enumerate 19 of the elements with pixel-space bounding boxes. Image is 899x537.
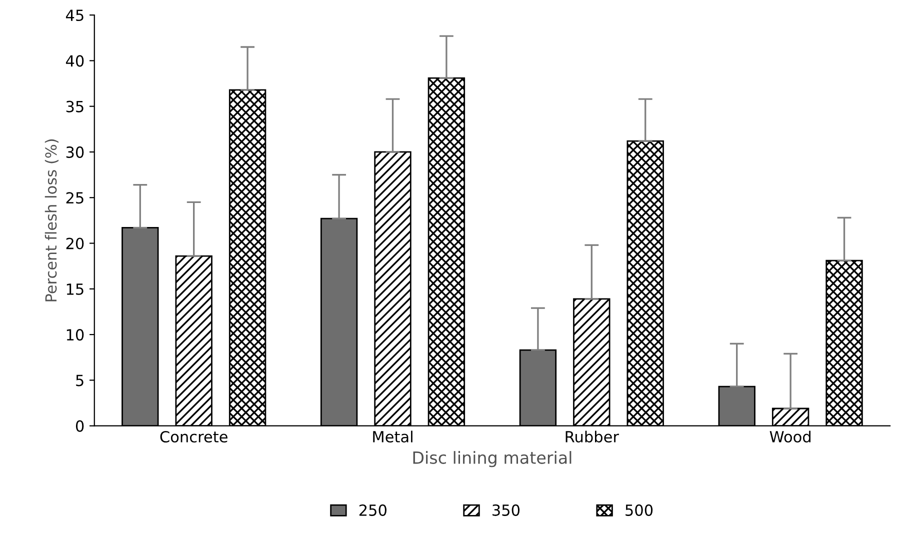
x-axis-title: Disc lining material [413, 451, 572, 468]
x-tick-label: Metal [373, 430, 412, 443]
y-tick-label: 25 [66, 192, 84, 204]
y-tick-label: 30 [66, 146, 84, 158]
legend-label: 500 [626, 504, 653, 516]
y-tick-label: 35 [66, 100, 84, 112]
y-tick-label: 45 [66, 10, 84, 22]
y-tick-label: 10 [66, 329, 84, 341]
x-tick-label: Rubber [566, 430, 619, 443]
y-tick-label: 40 [66, 55, 84, 67]
y-tick-label: 5 [76, 374, 84, 386]
legend-label: 250 [359, 504, 386, 516]
y-tick-label: 20 [66, 238, 84, 250]
x-tick-label: Concrete [160, 430, 228, 443]
y-tick-label: 15 [66, 284, 84, 295]
legend-label: 350 [492, 504, 520, 516]
x-tick-label: Wood [770, 430, 810, 443]
y-tick-label: 0 [76, 420, 84, 432]
y-axis-title: Percent flesh loss (%) [44, 139, 59, 302]
